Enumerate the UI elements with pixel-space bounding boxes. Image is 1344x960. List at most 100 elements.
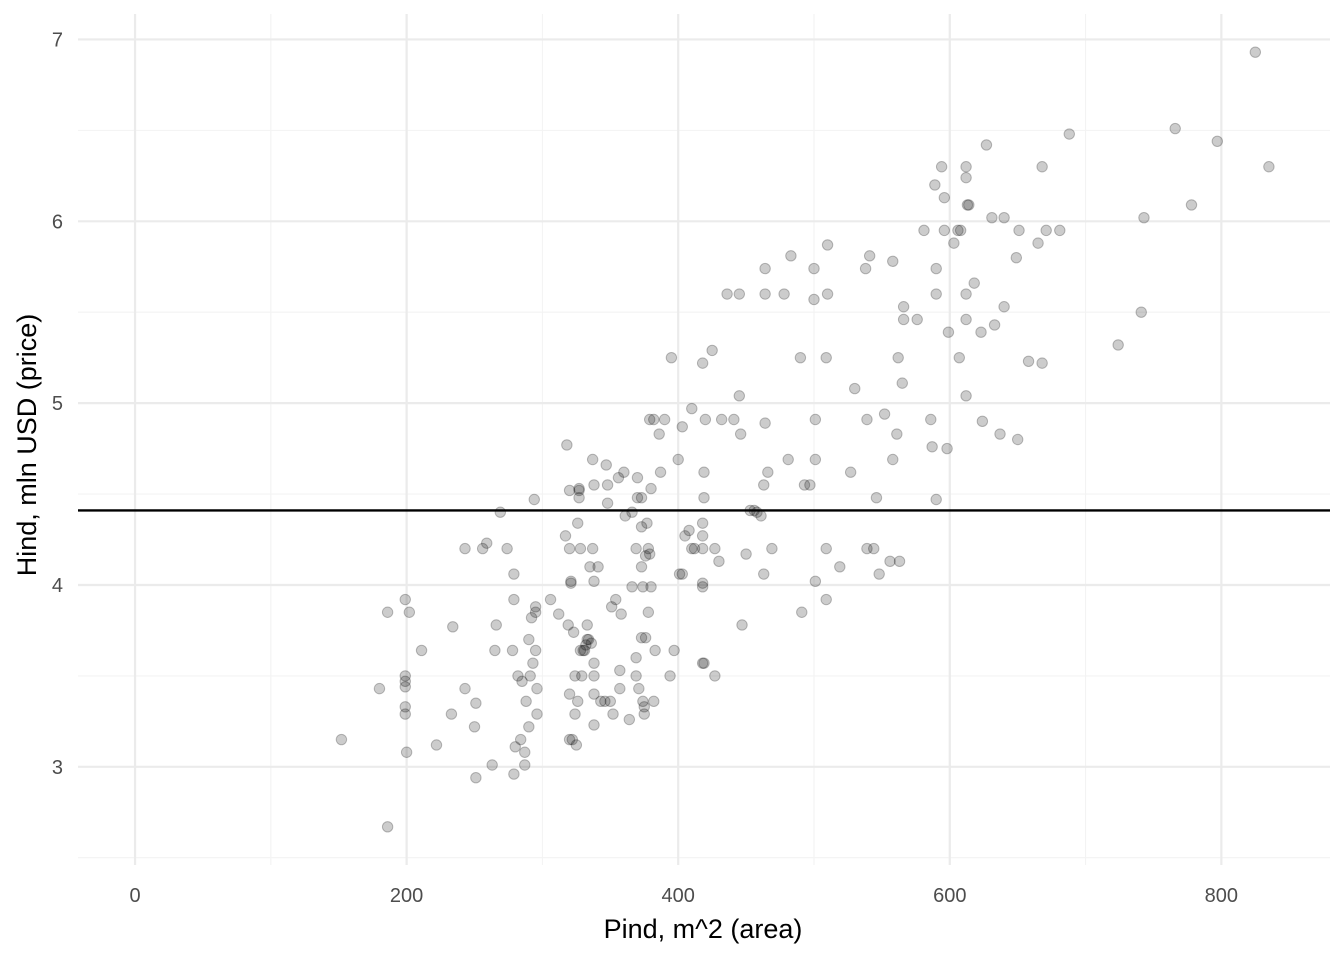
data-point (588, 479, 600, 491)
data-point (980, 139, 993, 151)
data-point (588, 719, 600, 731)
data-point (638, 708, 650, 720)
data-point (804, 479, 816, 491)
data-point (696, 530, 709, 542)
data-point (696, 517, 709, 529)
data-point (531, 682, 543, 695)
data-point (567, 626, 580, 638)
data-point (878, 408, 891, 420)
data-point (762, 466, 774, 478)
data-point (514, 733, 527, 746)
x-tick-label: 600 (933, 885, 966, 907)
data-point (570, 739, 583, 751)
data-point (935, 161, 948, 173)
data-point (637, 695, 649, 708)
data-point (635, 491, 648, 504)
data-point (626, 506, 638, 518)
data-point (649, 644, 661, 657)
data-point (645, 581, 657, 593)
data-point (447, 621, 459, 633)
grid-lines (78, 14, 1330, 865)
data-point (715, 413, 728, 426)
data-point (911, 313, 923, 326)
data-point (654, 466, 667, 478)
data-point (512, 670, 524, 682)
data-point (1138, 211, 1150, 224)
data-point (653, 428, 665, 440)
data-point (963, 199, 975, 211)
data-point (648, 695, 660, 708)
data-point (489, 644, 501, 657)
data-point (821, 288, 834, 300)
data-point (470, 697, 482, 709)
data-point (688, 542, 701, 555)
y-tick-label: 4 (52, 575, 63, 597)
data-point (601, 479, 614, 491)
data-point (759, 288, 771, 300)
data-point (891, 428, 903, 440)
data-point (676, 421, 688, 433)
data-point (520, 695, 532, 708)
data-point (960, 313, 972, 326)
data-point (809, 575, 822, 588)
x-tick-label: 0 (129, 885, 140, 907)
data-point (930, 288, 942, 300)
data-point (563, 688, 576, 700)
data-point (643, 413, 656, 426)
data-point (794, 351, 807, 364)
data-point (565, 575, 577, 588)
data-point (529, 601, 542, 613)
data-point (586, 542, 599, 555)
data-point (976, 415, 989, 428)
data-point (563, 542, 576, 555)
data-point (605, 601, 618, 613)
data-point (679, 530, 691, 542)
data-point (758, 568, 770, 580)
data-point (508, 593, 520, 606)
data-point (588, 575, 600, 588)
data-point (941, 442, 953, 455)
data-point (925, 413, 937, 426)
data-point (562, 619, 574, 631)
data-point (696, 542, 709, 555)
y-tick-label: 6 (52, 211, 63, 233)
data-point (648, 413, 660, 426)
data-point (759, 262, 771, 275)
data-point (938, 224, 951, 237)
data-point (529, 644, 542, 657)
data-point (709, 670, 721, 682)
data-point (481, 537, 493, 549)
data-point (930, 493, 942, 506)
data-point (1169, 122, 1181, 135)
data-point (986, 211, 998, 224)
data-point (733, 288, 746, 300)
data-point (595, 695, 607, 708)
data-point (588, 688, 600, 700)
y-tick-label: 3 (52, 757, 63, 779)
data-point (706, 344, 718, 357)
data-point (930, 262, 942, 275)
data-point (954, 224, 967, 237)
data-point (728, 413, 740, 426)
data-point (863, 250, 876, 262)
data-point (698, 466, 710, 478)
data-point (1010, 251, 1023, 264)
data-point (696, 657, 709, 669)
data-point (1249, 46, 1262, 58)
data-point (612, 471, 625, 484)
data-point (637, 581, 649, 593)
data-point (490, 619, 502, 631)
data-point (335, 733, 348, 746)
data-point (569, 670, 581, 682)
data-point (531, 708, 543, 720)
x-tick-label: 400 (662, 885, 695, 907)
data-point (588, 670, 600, 682)
data-point (861, 542, 873, 555)
data-point (820, 542, 832, 555)
data-point (665, 351, 678, 364)
data-point (658, 413, 671, 426)
data-point (808, 293, 820, 306)
data-point (544, 593, 557, 606)
data-point (664, 670, 676, 682)
